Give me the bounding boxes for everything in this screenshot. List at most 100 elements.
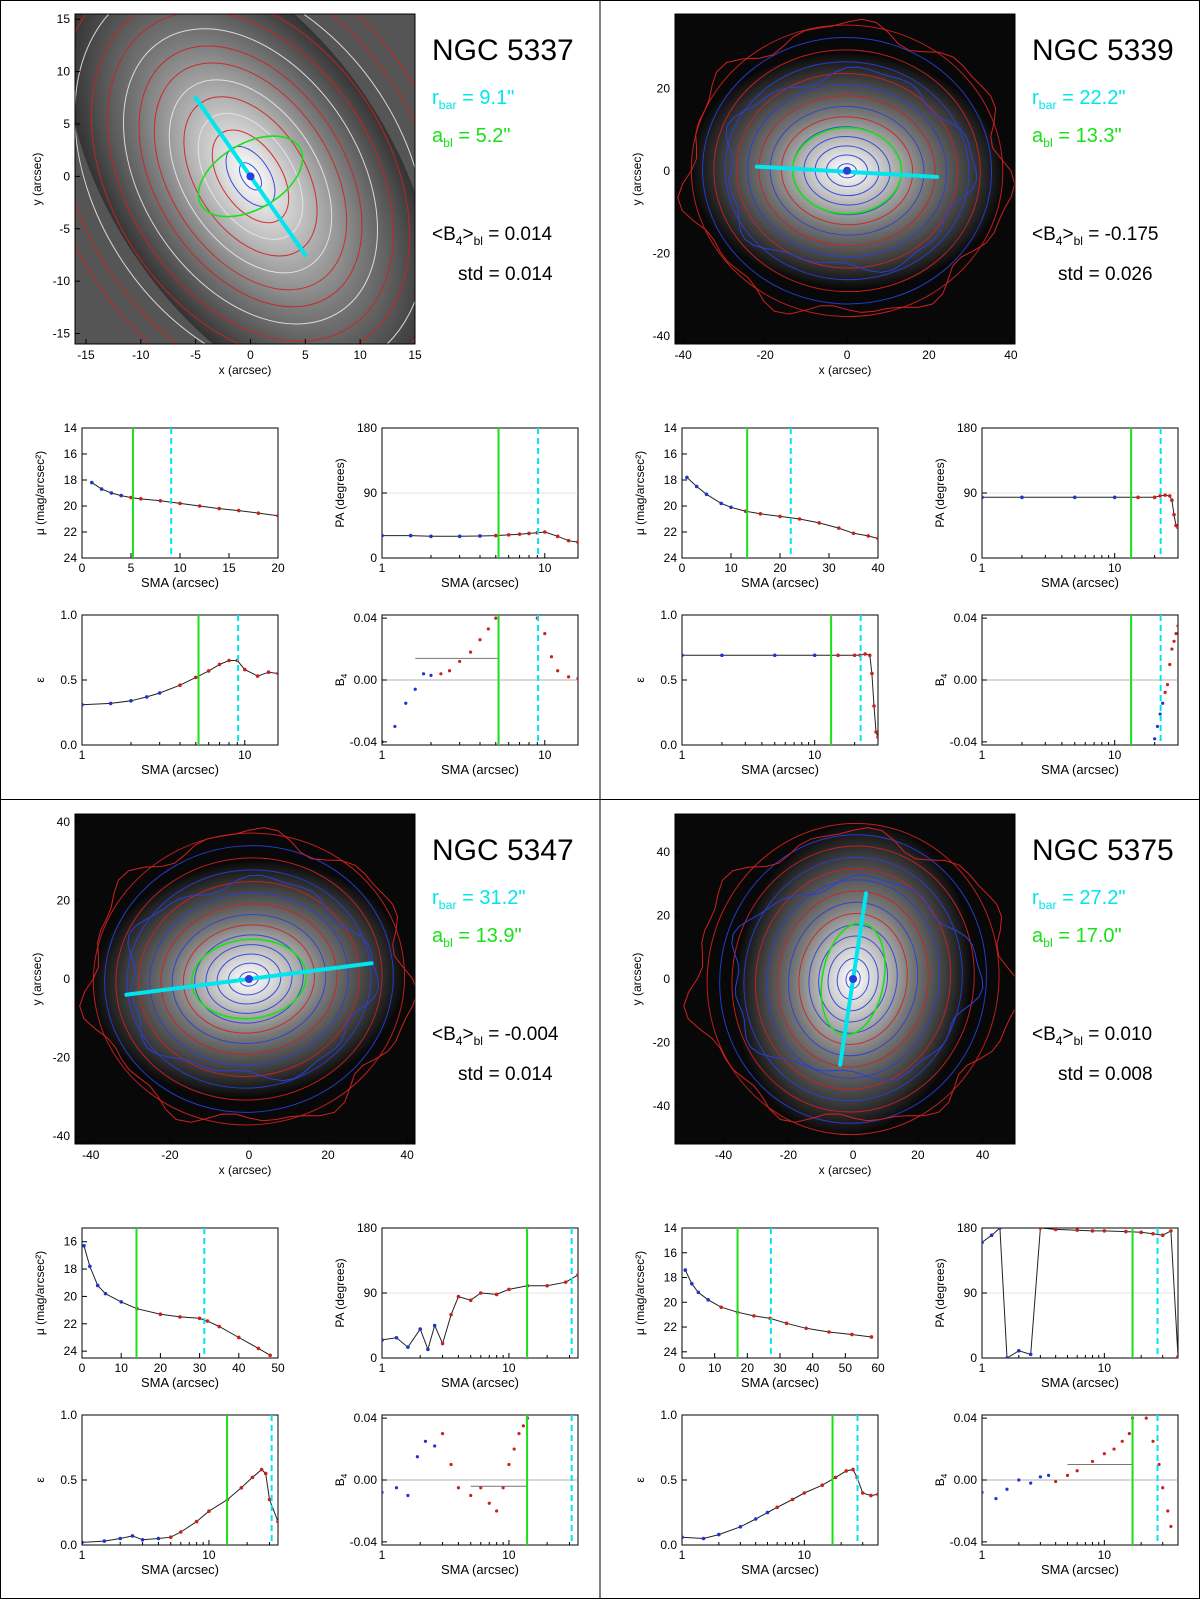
eps-data-point <box>194 1519 199 1524</box>
y-tick-label: 0.04 <box>954 611 978 625</box>
y-tick-label: 180 <box>957 421 977 435</box>
pa-data-point <box>1167 494 1172 498</box>
x-tick-label: 30 <box>193 1361 207 1375</box>
x-tick-label: 10 <box>353 348 367 362</box>
pa-data-point <box>1158 494 1162 498</box>
pa-data-point <box>1160 1233 1165 1238</box>
x-tick-label: -40 <box>675 348 693 362</box>
y-tick-label: 16 <box>64 447 78 461</box>
y-tick-label: 0.5 <box>660 673 677 687</box>
x-tick-label: 40 <box>1004 348 1018 362</box>
eps-data-point <box>118 1536 123 1541</box>
mu-curve <box>686 477 878 539</box>
plot-frame <box>81 1227 279 1359</box>
y-tick-label: 0 <box>663 972 670 986</box>
pa-data-point <box>1028 1352 1033 1357</box>
eps-data-point <box>738 1525 743 1529</box>
y-tick-label: 18 <box>64 473 78 487</box>
x-axis-label: SMA (arcsec) <box>741 1375 819 1390</box>
plot-frame <box>681 1227 879 1359</box>
x-tick-label: 1 <box>379 748 386 762</box>
galaxy-panel-2: -40 -20 0 20 40 -40 -20 0 20 x (arcsec) y (arcsec)… <box>630 13 1179 777</box>
y-tick-label: 1.0 <box>660 608 677 622</box>
y-axis-label: ε <box>633 1477 647 1483</box>
mu-data-point <box>804 1326 808 1331</box>
b4-data-point <box>487 1501 491 1505</box>
b4-data-point <box>1172 639 1176 643</box>
b4-data-point <box>439 672 443 676</box>
pa-data-point <box>382 1338 384 1342</box>
plot-content <box>982 1228 1178 1358</box>
b4-data-point <box>521 1424 526 1428</box>
y-tick-label: 0.0 <box>60 1538 77 1552</box>
plot-frame <box>81 1414 279 1546</box>
eps-plot: 1 10 0.0 0.5 1.0 SMA (arcsec) ε <box>33 1408 279 1577</box>
mu-data-point <box>237 1335 241 1340</box>
eps-data-point <box>239 1486 244 1490</box>
b4-data-point <box>1005 1487 1009 1491</box>
eps-data-point <box>765 1510 770 1515</box>
x-tick-label: 0 <box>246 1148 253 1162</box>
y-tick-label: -0.04 <box>950 735 978 749</box>
pa-data-point <box>394 1335 399 1340</box>
mu-data-point <box>719 1305 723 1310</box>
eps-data-point <box>802 1491 807 1495</box>
x-tick-label: 10 <box>238 748 252 762</box>
eps-data-point <box>701 1536 706 1541</box>
outer-isophote <box>725 66 978 273</box>
x-tick-label: 20 <box>154 1361 168 1375</box>
x-tick-label: 20 <box>741 1361 755 1375</box>
mu-data-point <box>268 1353 272 1358</box>
pa-data-point <box>449 1312 453 1317</box>
isophote-contour <box>168 79 333 274</box>
y-tick-label: -40 <box>53 1129 71 1143</box>
b4-data-point <box>1174 631 1178 636</box>
galaxy-name: NGC 5347 <box>432 834 574 867</box>
pa-data-point <box>406 1345 410 1349</box>
b4-data-point <box>404 701 408 705</box>
b4-plot: 1 10 -0.04 0.00 0.04 SMA (arcsec) B4 <box>933 611 1179 777</box>
x-tick-label: 10 <box>1098 1548 1112 1562</box>
plot-frame <box>681 614 879 746</box>
eps-plot: 1 10 0.0 0.5 1.0 SMA (arcsec) ε <box>33 608 279 777</box>
mu-data-point <box>82 1243 86 1248</box>
b4-data-point <box>1127 1431 1131 1436</box>
x-tick-label: 1 <box>79 1548 86 1562</box>
b4-data-point <box>1170 647 1174 651</box>
y-axis-label: PA (degrees) <box>333 458 347 527</box>
x-axis-label: SMA (arcsec) <box>441 1562 519 1577</box>
eps-data-point <box>178 683 182 687</box>
b4-data-point <box>512 1447 516 1451</box>
eps-data-point <box>263 1471 268 1476</box>
x-tick-label: 20 <box>922 348 936 362</box>
x-tick-label: 1 <box>979 748 986 762</box>
plot-content <box>982 1415 1178 1545</box>
b4-data-point <box>501 1486 505 1490</box>
b4-data-point <box>1046 1473 1051 1477</box>
image-panel: -40 -20 0 20 40 -40 -20 0 20 40 x (arcsec) y (arcse… <box>30 813 416 1177</box>
y-axis-label: ε <box>33 677 47 683</box>
eps-data-point <box>242 667 247 672</box>
b4-data-point <box>1169 1524 1173 1529</box>
x-axis-label: SMA (arcsec) <box>741 1562 819 1577</box>
eps-data-point <box>872 704 876 708</box>
b4-std-label: std = 0.026 <box>1058 264 1153 285</box>
plot-frame <box>681 427 879 559</box>
mu-curve <box>83 1245 271 1356</box>
x-tick-label: 10 <box>538 561 552 575</box>
x-axis-label: x (arcsec) <box>819 1163 872 1177</box>
x-tick-label: -20 <box>756 348 774 362</box>
mu-data-point <box>683 1268 688 1272</box>
galaxy-name: NGC 5337 <box>432 34 574 67</box>
mu-data-point <box>778 514 782 519</box>
y-tick-label: 0.04 <box>354 1411 378 1425</box>
eps-data-point <box>266 670 271 674</box>
mu-data-point <box>129 495 133 500</box>
eps-data-point <box>876 735 878 739</box>
b4-data-point <box>982 1490 984 1494</box>
b4-data-point <box>1102 1452 1106 1456</box>
x-tick-label: 40 <box>976 1148 990 1162</box>
eps-plot: 1 10 0.0 0.5 1.0 SMA (arcsec) ε <box>633 1408 879 1577</box>
pa-data-point <box>418 1327 423 1331</box>
